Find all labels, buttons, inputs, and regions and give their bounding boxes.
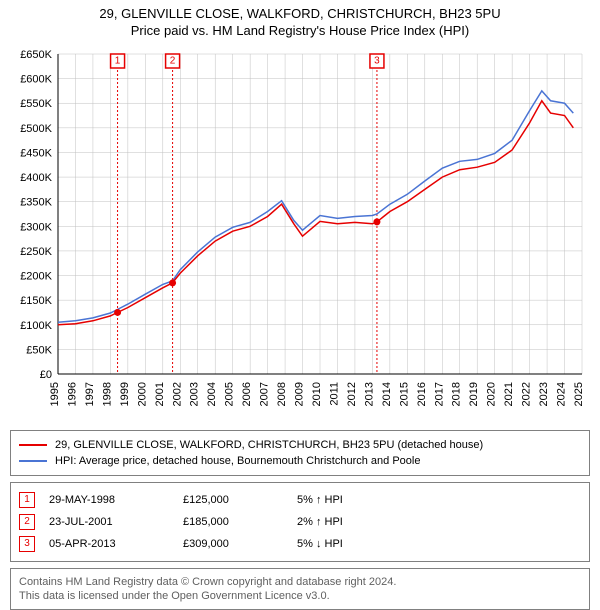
y-tick-label: £350K [20,197,52,209]
chart-area: £0 £50K £100K £150K £200K £250K £300K £350K £400… [10,44,590,424]
sale-date: 05-APR-2013 [49,533,169,555]
svg-text:1: 1 [115,56,121,67]
x-tick-label: 1996 [66,382,78,406]
x-tick-label: 2015 [398,382,410,406]
sale-delta: 5% ↓ HPI [297,533,343,555]
title-line-1: 29, GLENVILLE CLOSE, WALKFORD, CHRISTCHU… [10,6,590,21]
x-tick-label: 2004 [206,382,218,406]
legend: 29, GLENVILLE CLOSE, WALKFORD, CHRISTCHU… [10,430,590,476]
y-tick-label: £150K [20,295,52,307]
x-tick-label: 2018 [451,382,463,406]
legend-row-hpi: HPI: Average price, detached house, Bour… [19,453,581,469]
sale-date: 29-MAY-1998 [49,489,169,511]
x-tick-label: 2003 [189,382,201,406]
x-tick-label: 2012 [346,382,358,406]
legend-label-hpi: HPI: Average price, detached house, Bour… [55,453,420,469]
x-tick-label: 1997 [84,382,96,406]
y-tick-label: £500K [20,123,52,135]
y-tick-label: £200K [20,271,52,283]
y-tick-label: £100K [20,320,52,332]
x-tick-label: 2017 [433,382,445,406]
x-tick-label: 2000 [136,382,148,406]
sales-row-3: 3 05-APR-2013 £309,000 5% ↓ HPI [19,533,581,555]
legend-row-property: 29, GLENVILLE CLOSE, WALKFORD, CHRISTCHU… [19,437,581,453]
x-tick-label: 2006 [241,382,253,406]
sale-dot-1 [114,309,121,316]
y-tick-label: £0 [40,369,52,381]
sale-price: £309,000 [183,533,283,555]
sale-price: £185,000 [183,511,283,533]
x-tick-label: 2024 [556,382,568,406]
x-tick-label: 2001 [154,382,166,406]
x-tick-label: 2005 [224,382,236,406]
y-tick-label: £650K [20,49,52,61]
y-tick-label: £600K [20,74,52,86]
license-footer: Contains HM Land Registry data © Crown c… [10,568,590,610]
x-tick-label: 1998 [101,382,113,406]
x-tick-label: 2025 [573,382,585,406]
x-tick-label: 2021 [503,382,515,406]
sales-table: 1 29-MAY-1998 £125,000 5% ↑ HPI 2 23-JUL-2001… [10,482,590,562]
x-tick-label: 2019 [468,382,480,406]
legend-label-property: 29, GLENVILLE CLOSE, WALKFORD, CHRISTCHU… [55,437,483,453]
x-tick-label: 2008 [276,382,288,406]
sale-delta: 2% ↑ HPI [297,511,343,533]
svg-text:2: 2 [170,56,176,67]
y-tick-label: £450K [20,147,52,159]
x-tick-label: 1995 [49,382,61,406]
x-tick-label: 2002 [171,382,183,406]
x-tick-label: 2011 [328,382,340,406]
legend-swatch-hpi [19,460,47,462]
y-tick-label: £400K [20,172,52,184]
sale-number-3: 3 [19,536,35,552]
sale-dot-2 [169,279,176,286]
legend-swatch-property [19,444,47,446]
x-tick-label: 1999 [119,382,131,406]
sales-row-1: 1 29-MAY-1998 £125,000 5% ↑ HPI [19,489,581,511]
y-tick-label: £550K [20,98,52,110]
sale-price: £125,000 [183,489,283,511]
y-tick-label: £50K [26,344,52,356]
line-chart-svg: £0 £50K £100K £150K £200K £250K £300K £350K £400… [10,44,590,424]
sale-dot-3 [373,218,380,225]
x-tick-label: 2022 [521,382,533,406]
y-tick-label: £300K [20,221,52,233]
x-tick-label: 2016 [416,382,428,406]
chart-page: 29, GLENVILLE CLOSE, WALKFORD, CHRISTCHU… [0,0,600,590]
sale-delta: 5% ↑ HPI [297,489,343,511]
sale-date: 23-JUL-2001 [49,511,169,533]
x-tick-label: 2007 [259,382,271,406]
sale-number-2: 2 [19,514,35,530]
sale-number-1: 1 [19,492,35,508]
sales-row-2: 2 23-JUL-2001 £185,000 2% ↑ HPI [19,511,581,533]
title-line-2: Price paid vs. HM Land Registry's House … [10,23,590,38]
x-tick-label: 2010 [311,382,323,406]
license-line-2: This data is licensed under the Open Gov… [19,589,581,603]
x-tick-label: 2020 [486,382,498,406]
y-tick-label: £250K [20,246,52,258]
x-tick-label: 2014 [381,382,393,406]
license-line-1: Contains HM Land Registry data © Crown c… [19,575,581,589]
x-tick-label: 2009 [294,382,306,406]
chart-titles: 29, GLENVILLE CLOSE, WALKFORD, CHRISTCHU… [10,6,590,38]
svg-text:3: 3 [374,56,380,67]
x-tick-label: 2023 [538,382,550,406]
x-tick-label: 2013 [363,382,375,406]
